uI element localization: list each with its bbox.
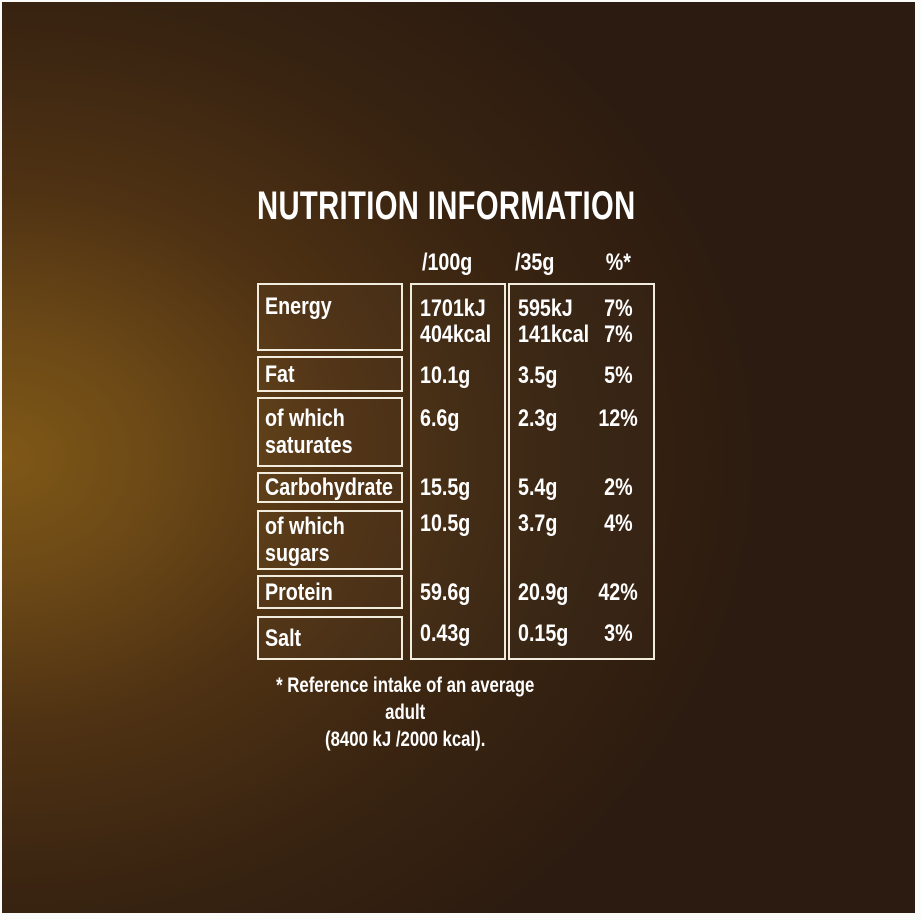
- value-saturates-per100: 6.6g: [420, 405, 460, 432]
- nutrition-information-title: NUTRITION INFORMATION: [257, 186, 776, 226]
- value-protein-per100: 59.6g: [420, 579, 471, 606]
- nutrition-information-title-text: NUTRITION INFORMATION: [257, 184, 636, 228]
- value-energy-kj-percent: 7%: [603, 295, 633, 322]
- value-carbohydrate-per35: 5.4g: [518, 474, 558, 501]
- per35g-percent-column-box: [508, 283, 655, 660]
- reference-intake-footnote: * Reference intake of an average adult (…: [257, 672, 553, 753]
- column-header-per35g: /35g: [515, 249, 555, 276]
- value-salt-percent: 3%: [603, 620, 633, 647]
- value-saturates-per35: 2.3g: [518, 405, 558, 432]
- footnote-line2: (8400 kJ /2000 kcal).: [325, 727, 486, 751]
- row-label-salt: Salt: [257, 616, 403, 660]
- value-sugars-percent: 4%: [603, 510, 633, 537]
- value-saturates-percent: 12%: [598, 405, 638, 432]
- row-label-energy: Energy: [257, 283, 403, 351]
- value-carbohydrate-percent: 2%: [603, 474, 633, 501]
- value-salt-per35: 0.15g: [518, 620, 569, 647]
- value-fat-per100: 10.1g: [420, 362, 471, 389]
- value-protein-per35: 20.9g: [518, 579, 569, 606]
- value-sugars-per35: 3.7g: [518, 510, 558, 537]
- value-energy-kcal-per100: 404kcal: [420, 321, 492, 348]
- value-fat-percent: 5%: [603, 362, 633, 389]
- column-header-percent-ri: %*: [605, 249, 631, 276]
- value-sugars-per100: 10.5g: [420, 510, 471, 537]
- row-label-carbohydrate: Carbohydrate: [257, 472, 403, 503]
- column-header-per100g: /100g: [422, 249, 473, 276]
- value-energy-kj-per35: 595kJ: [518, 295, 573, 322]
- footnote-line1: * Reference intake of an average adult: [276, 673, 535, 724]
- value-energy-kcal-per35: 141kcal: [518, 321, 590, 348]
- row-label-sugars: of which sugars: [257, 510, 403, 570]
- row-label-protein: Protein: [257, 575, 403, 609]
- value-fat-per35: 3.5g: [518, 362, 558, 389]
- value-carbohydrate-per100: 15.5g: [420, 474, 471, 501]
- row-label-saturates: of which saturates: [257, 397, 403, 467]
- value-energy-kj-per100: 1701kJ: [420, 295, 486, 322]
- per100g-column-box: [410, 283, 506, 660]
- row-label-fat: Fat: [257, 356, 403, 392]
- value-salt-per100: 0.43g: [420, 620, 471, 647]
- nutrition-table: Energy Fat of which saturates Carbohydra…: [257, 283, 657, 660]
- value-energy-kcal-percent: 7%: [603, 321, 633, 348]
- value-protein-percent: 42%: [598, 579, 638, 606]
